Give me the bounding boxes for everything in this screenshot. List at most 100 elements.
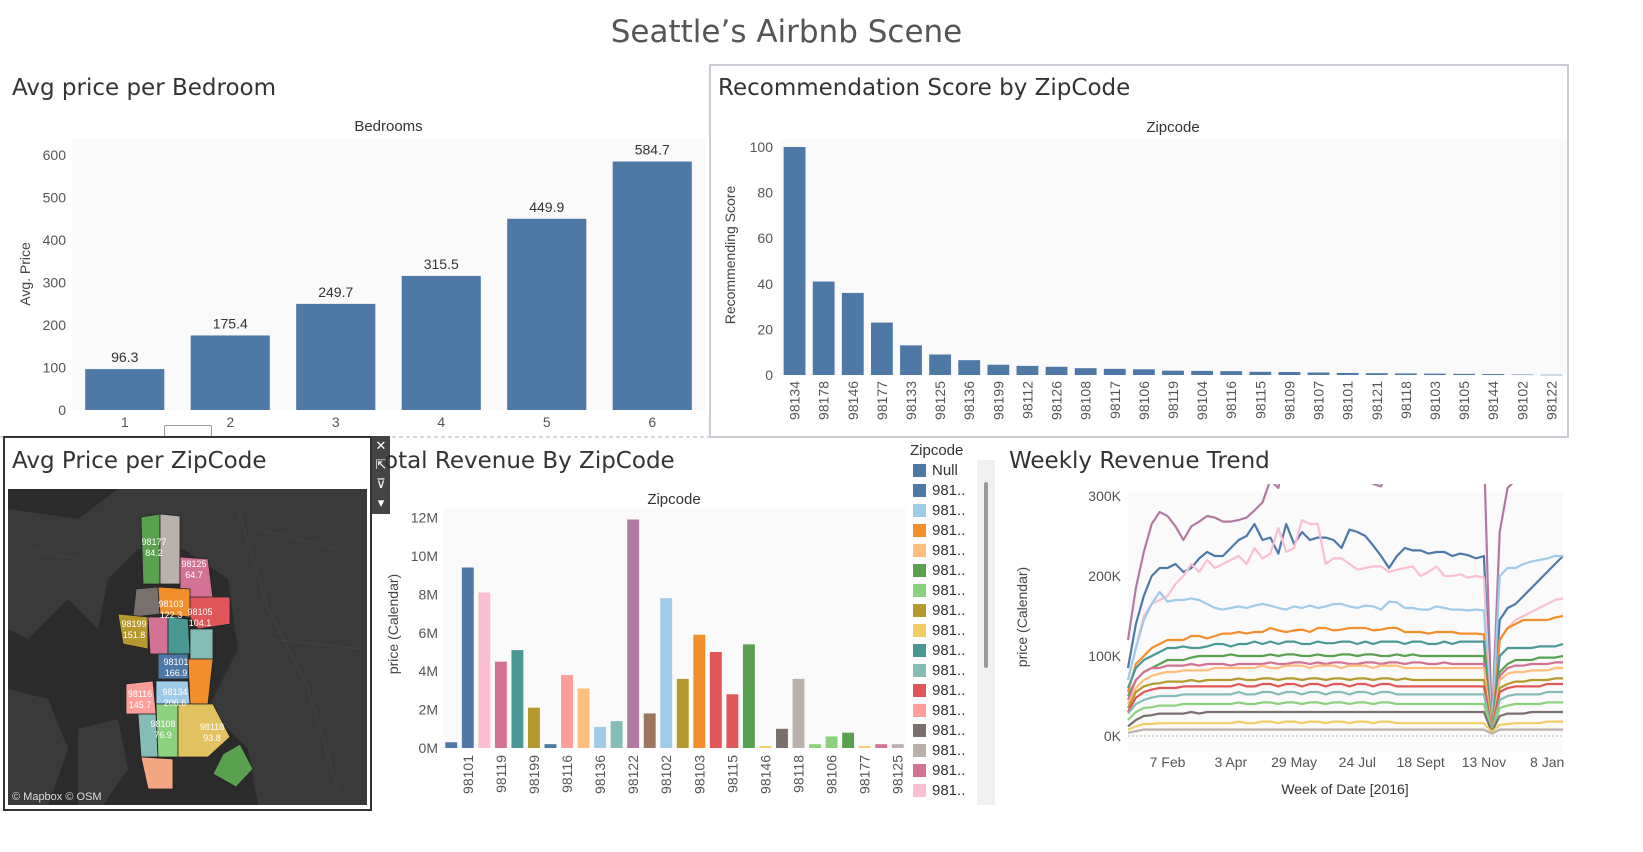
bar-zip-98199 xyxy=(987,364,1010,375)
legend-item[interactable]: 981.. xyxy=(910,641,986,661)
bar-zip-98121 xyxy=(1365,373,1388,375)
bar-zip-98134 xyxy=(783,147,806,375)
bar-zip-98146 xyxy=(841,292,864,375)
recommend-bar-chart[interactable]: Zipcode Recommending Score 0 20 40 60 80 100 981… xyxy=(711,110,1568,436)
x-tick-label: 13 Nov xyxy=(1462,754,1506,770)
legend-item[interactable]: 981.. xyxy=(910,481,986,501)
revenue-bar xyxy=(858,746,871,748)
revenue-bar xyxy=(726,694,739,748)
map-zip-label: 98103 xyxy=(158,599,183,609)
map-zip-label: 98118 xyxy=(200,722,224,732)
legend-item[interactable]: 981.. xyxy=(910,621,986,641)
legend-item[interactable]: 981.. xyxy=(910,761,986,781)
revenue-bar xyxy=(610,721,623,748)
revenue-bar xyxy=(577,688,590,748)
x-tick-label: 1 xyxy=(121,414,129,430)
legend-item[interactable]: 981.. xyxy=(910,661,986,681)
legend-item[interactable]: 981.. xyxy=(910,741,986,761)
legend-item[interactable]: 981.. xyxy=(910,561,986,581)
legend-label: 981.. xyxy=(932,542,966,559)
x-tick-label: 98116 xyxy=(559,755,575,793)
legend-item[interactable]: 981.. xyxy=(910,601,986,621)
y-axis-label: price (Calendar) xyxy=(1014,567,1030,667)
legend-swatch xyxy=(913,464,926,477)
legend-item[interactable]: 981.. xyxy=(910,701,986,721)
bar-value-label: 175.4 xyxy=(213,315,248,331)
y-tick-label: 4M xyxy=(419,663,438,679)
legend-item[interactable]: Null xyxy=(910,461,986,481)
y-tick-label: 0 xyxy=(58,402,66,418)
region-98118[interactable] xyxy=(177,703,231,758)
x-tick-label: 98101 xyxy=(1340,381,1356,420)
map-panel-title: Avg Price per ZipCode xyxy=(12,448,267,474)
region-98112[interactable] xyxy=(189,628,214,660)
legend-label: 981.. xyxy=(932,502,966,519)
bedroom-bar-chart[interactable]: Bedrooms Avg. Price 0 100 200 300 400 500 600 96.… xyxy=(0,110,706,438)
region-98178[interactable] xyxy=(212,743,254,788)
weekly-revenue-line-chart[interactable]: price (Calendar) Week of Date [2016] 0K 100… xyxy=(1005,484,1570,814)
x-tick-label: 98112 xyxy=(1019,381,1035,419)
bar-zip-98101 xyxy=(1336,372,1359,375)
bar-zip-98106 xyxy=(1132,369,1155,375)
legend-swatch xyxy=(913,644,926,657)
revenue-bar xyxy=(709,652,722,748)
legend-item[interactable]: 981.. xyxy=(910,501,986,521)
legend-item[interactable]: 981.. xyxy=(910,521,986,541)
recommend-panel-title: Recommendation Score by ZipCode xyxy=(718,75,1131,101)
bar-zip-98118 xyxy=(1394,373,1417,375)
legend-swatch xyxy=(913,504,926,517)
x-tick-label: 98115 xyxy=(724,755,740,793)
region-98107[interactable] xyxy=(132,586,161,618)
legend-item[interactable]: 981.. xyxy=(910,581,986,601)
x-tick-label: 98177 xyxy=(874,381,890,420)
region-98199[interactable] xyxy=(117,613,149,650)
popout-icon[interactable]: ⇱ xyxy=(375,457,387,472)
revenue-bar-chart[interactable]: Zipcode price (Calendar) 0M 2M 4M 6M 8M 10M 12M 9… xyxy=(380,484,908,814)
dropdown-icon[interactable]: ▾ xyxy=(377,495,385,510)
bar-bedroom-3 xyxy=(296,303,376,410)
bar-zip-98104 xyxy=(1191,370,1214,375)
region-98146[interactable] xyxy=(140,756,174,790)
x-tick-label: 98178 xyxy=(816,381,832,420)
region-98105[interactable] xyxy=(189,596,231,630)
bar-zip-98103 xyxy=(1424,373,1446,375)
zipcode-legend[interactable]: Zipcode Null 981.. 981.. 981.. 981.. 981.. 981… xyxy=(910,441,986,801)
legend-item[interactable]: 981.. xyxy=(910,681,986,701)
x-tick-label: 8 Jan xyxy=(1530,754,1564,770)
x-tick-label: 98136 xyxy=(961,381,977,420)
filter-icon[interactable]: ⊽ xyxy=(376,476,386,491)
revenue-bar xyxy=(891,744,904,748)
trend-series-line-16 xyxy=(1127,728,1563,735)
region-98133[interactable] xyxy=(159,513,181,585)
bar-zip-98136 xyxy=(958,360,981,375)
legend-scroll-thumb[interactable] xyxy=(984,482,988,668)
x-tick-label: 98199 xyxy=(526,755,542,794)
legend-label: 981.. xyxy=(932,702,966,719)
map-toolbar[interactable]: ✕ ⇱ ⊽ ▾ xyxy=(372,436,390,514)
revenue-panel-title: otal Revenue By ZipCode xyxy=(384,448,675,474)
legend-label: Null xyxy=(932,462,958,479)
zipcode-regions[interactable] xyxy=(117,513,254,790)
x-tick-label: 98121 xyxy=(1369,381,1385,420)
x-tick-label: 29 May xyxy=(1271,754,1317,770)
legend-item[interactable]: 981.. xyxy=(910,721,986,741)
x-tick-label: 98146 xyxy=(845,381,861,420)
y-tick-label: 6M xyxy=(419,625,438,641)
x-tick-label: 98122 xyxy=(1543,381,1559,420)
legend-swatch xyxy=(913,524,926,537)
bar-zip-98122 xyxy=(1540,374,1563,376)
revenue-bar xyxy=(445,742,458,748)
revenue-bar xyxy=(742,644,755,748)
legend-swatch xyxy=(913,664,926,677)
recommend-panel-frame[interactable] xyxy=(709,64,1569,438)
x-tick-label: 98122 xyxy=(625,755,641,794)
bar-zip-98144 xyxy=(1482,374,1505,375)
region-98102[interactable] xyxy=(167,616,191,655)
close-icon[interactable]: ✕ xyxy=(375,438,387,453)
bar-bedroom-6 xyxy=(612,161,692,410)
legend-item[interactable]: 981.. xyxy=(910,781,986,801)
revenue-bar xyxy=(792,678,805,748)
region-98109[interactable] xyxy=(147,616,169,655)
legend-item[interactable]: 981.. xyxy=(910,541,986,561)
